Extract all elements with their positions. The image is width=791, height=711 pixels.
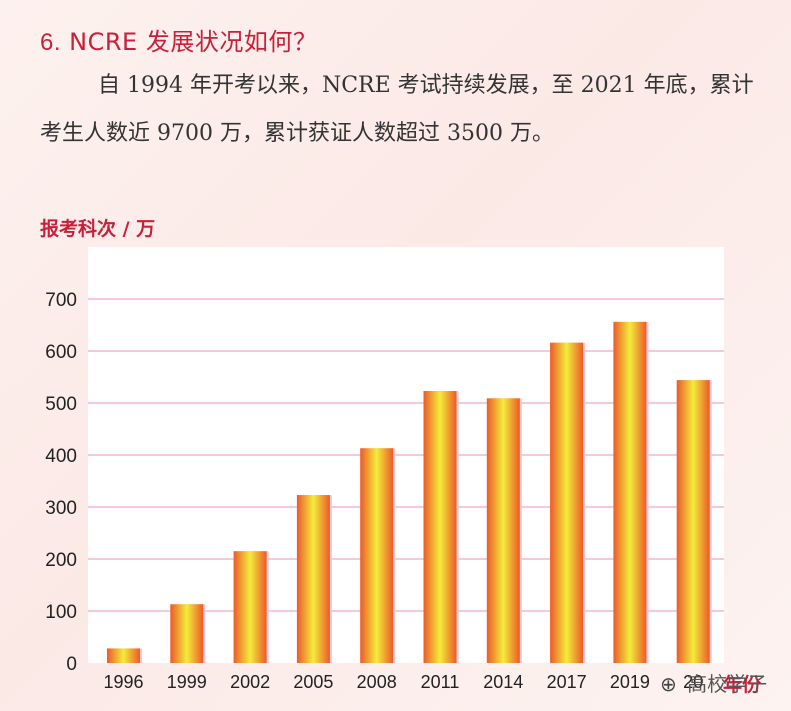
wechat-icon: ⊕ — [660, 672, 677, 696]
section-heading: 6. NCRE 发展状况如何？ — [40, 22, 317, 57]
bar-2005 — [296, 495, 330, 663]
bar-2019 — [613, 321, 647, 663]
bar-1999 — [170, 604, 204, 663]
watermark: ⊕ 高校学子 — [660, 668, 767, 697]
x-tick-label: 2011 — [421, 672, 460, 692]
bar-2021 — [676, 380, 710, 663]
x-tick-label: 2014 — [483, 672, 523, 692]
x-tick-label: 2002 — [230, 672, 270, 692]
x-tick-label: 2019 — [610, 672, 650, 692]
y-tick-label: 500 — [45, 394, 77, 415]
bar-1996 — [107, 648, 140, 663]
x-tick-label: 1999 — [167, 672, 207, 692]
y-tick-label: 600 — [45, 342, 77, 363]
bar-2014 — [486, 398, 520, 663]
y-tick-label: 400 — [45, 446, 77, 467]
y-axis-label: 报考科次 / 万 — [40, 218, 156, 240]
x-tick-label: 20 — [683, 672, 703, 692]
section-title: NCRE 发展状况如何？ — [69, 28, 318, 56]
bar-2008 — [360, 448, 394, 663]
bar-2002 — [233, 551, 267, 663]
bar-2017 — [550, 342, 584, 663]
x-tick-label: 2017 — [547, 672, 587, 692]
y-tick-label: 100 — [45, 602, 77, 623]
y-tick-label: 0 — [66, 654, 77, 675]
intro-paragraph: 自 1994 年开考以来，NCRE 考试持续发展，至 2021 年底，累计考生人… — [40, 73, 754, 146]
x-tick-label: 2005 — [293, 672, 333, 692]
x-tick-label: 2008 — [357, 672, 397, 692]
bar-2011 — [423, 391, 457, 663]
y-tick-label: 300 — [45, 498, 77, 519]
y-tick-label: 700 — [45, 290, 77, 311]
section-number: 6. — [40, 29, 62, 56]
y-tick-label: 200 — [45, 550, 77, 571]
x-tick-label: 1996 — [103, 672, 143, 692]
x-axis-label: 年份 — [723, 673, 762, 696]
watermark-text: 高校学子 — [687, 672, 768, 696]
